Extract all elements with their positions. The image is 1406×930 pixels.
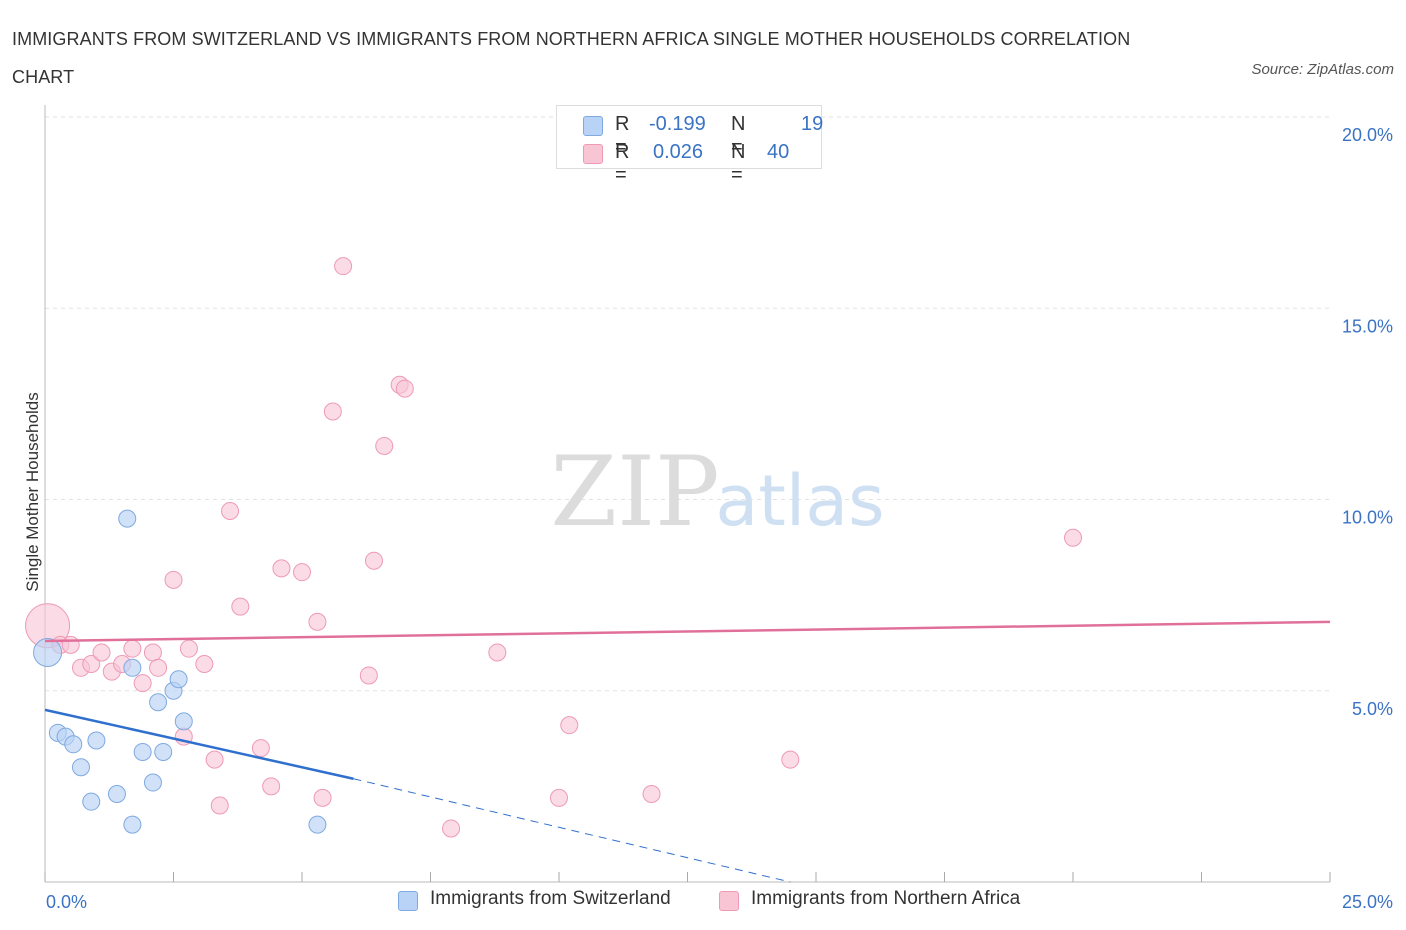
pink-point — [143, 643, 162, 662]
pink-point — [560, 716, 579, 735]
pink-point — [375, 436, 394, 455]
source-label: Source: ZipAtlas.com — [1251, 61, 1394, 78]
blue-point — [133, 742, 152, 761]
blue-point — [154, 742, 173, 761]
y-axis-label: Single Mother Households — [23, 392, 42, 592]
blue-point — [107, 785, 126, 804]
pink-point — [781, 750, 800, 769]
blue-point — [169, 670, 188, 689]
pink-trend-line — [44, 620, 1331, 643]
pink-point — [82, 654, 101, 673]
axes — [44, 105, 1331, 883]
r-label: R = — [615, 113, 630, 158]
trend-lines — [44, 620, 1331, 883]
pink-point — [1064, 528, 1082, 547]
y-tick-label: 5.0% — [1352, 699, 1393, 719]
blue-swatch-icon — [398, 891, 418, 911]
blue-point — [149, 693, 168, 712]
pink-point — [308, 612, 327, 631]
pink-point — [231, 597, 250, 616]
blue-point — [123, 815, 142, 834]
blue-point — [87, 731, 106, 750]
pink-point — [179, 639, 198, 658]
legend-label: Immigrants from Northern Africa — [751, 888, 1021, 909]
watermark-zip: ZIP — [550, 436, 719, 548]
x-tick-label: 0.0% — [46, 892, 87, 912]
y-tick-label: 20.0% — [1342, 125, 1393, 145]
blue-point — [308, 815, 327, 834]
y-tick-label: 10.0% — [1342, 508, 1393, 528]
r-value: 0.026 — [653, 141, 704, 163]
pink-series-points — [25, 257, 1082, 838]
pink-point — [149, 658, 168, 677]
blue-trend-line — [44, 708, 354, 780]
chart-title: IMMIGRANTS FROM SWITZERLAND VS IMMIGRANT… — [12, 29, 1131, 87]
pink-point — [313, 788, 332, 807]
n-value: 19 — [801, 113, 824, 135]
n-label: N = — [731, 113, 746, 158]
blue-point — [123, 658, 142, 677]
r-value: -0.199 — [649, 113, 706, 135]
r-label: R = — [615, 141, 630, 186]
stats-legend: R = -0.199 N = 19 R = 0.026 N = 40 — [556, 105, 824, 186]
pink-point — [272, 559, 291, 578]
blue-point — [64, 735, 83, 754]
pink-point — [92, 643, 111, 662]
pink-swatch-icon — [583, 144, 603, 164]
pink-point — [251, 739, 270, 758]
blue-trend-extension — [353, 778, 791, 883]
pink-point — [334, 257, 353, 276]
y-tick-label: 15.0% — [1342, 316, 1393, 336]
blue-point — [174, 712, 193, 731]
blue-point — [71, 758, 90, 777]
pink-point — [323, 402, 342, 421]
pink-point — [395, 379, 414, 398]
blue-swatch-icon — [583, 116, 603, 136]
pink-point — [442, 819, 461, 838]
pink-point — [123, 639, 142, 658]
blue-series-points — [33, 509, 327, 834]
pink-point — [61, 635, 80, 654]
n-value: 40 — [767, 141, 790, 163]
pink-point — [550, 788, 568, 807]
blue-point — [143, 773, 162, 792]
pink-point — [262, 777, 281, 796]
pink-point — [488, 643, 507, 662]
pink-point — [642, 785, 661, 804]
n-label: N = — [731, 141, 746, 186]
watermark: ZIP atlas — [550, 436, 884, 548]
legend-label: Immigrants from Switzerland — [430, 888, 671, 909]
blue-point — [118, 509, 137, 528]
pink-point — [195, 654, 214, 673]
pink-point — [364, 551, 383, 570]
pink-swatch-icon — [719, 891, 739, 911]
pink-point — [221, 501, 240, 520]
pink-point — [205, 750, 224, 769]
x-tick-label: 25.0% — [1342, 892, 1393, 912]
pink-point — [293, 563, 311, 582]
pink-point — [164, 570, 183, 589]
watermark-atlas: atlas — [715, 460, 884, 542]
blue-point — [33, 638, 63, 667]
pink-point — [210, 796, 229, 815]
tick-labels: 5.0% 10.0% 15.0% 20.0% 0.0% 25.0% — [46, 125, 1393, 912]
blue-point — [82, 792, 101, 811]
pink-point — [133, 674, 152, 693]
pink-point — [359, 666, 378, 685]
